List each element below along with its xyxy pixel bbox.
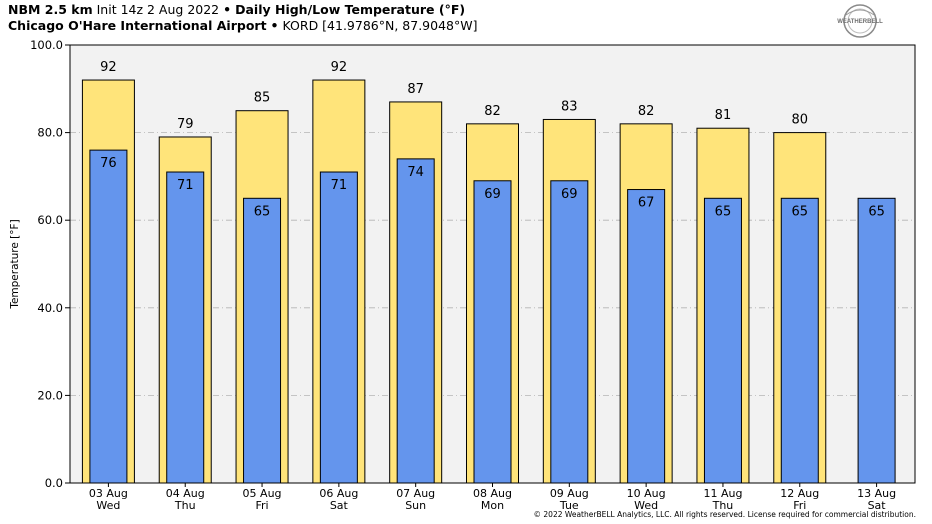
x-tick-date: 09 Aug bbox=[550, 487, 589, 500]
init-time: Init 14z 2 Aug 2022 bbox=[96, 2, 220, 17]
x-tick-date: 05 Aug bbox=[243, 487, 282, 500]
low-temp-label: 71 bbox=[331, 178, 348, 193]
low-temp-bar bbox=[550, 180, 589, 484]
x-tick-date: 07 Aug bbox=[396, 487, 435, 500]
x-tick-weekday: Sat bbox=[868, 499, 887, 512]
x-tick-weekday: Wed bbox=[96, 499, 120, 512]
high-temp-label: 92 bbox=[331, 60, 348, 75]
low-temp-label: 71 bbox=[177, 178, 194, 193]
high-temp-label: 85 bbox=[254, 91, 271, 106]
high-temp-label: 80 bbox=[791, 113, 808, 128]
low-temp-bar bbox=[243, 197, 282, 484]
x-tick-date: 03 Aug bbox=[89, 487, 128, 500]
high-temp-label: 82 bbox=[484, 104, 501, 119]
x-tick-date: 12 Aug bbox=[780, 487, 819, 500]
x-tick-weekday: Fri bbox=[255, 499, 268, 512]
low-temp-label: 65 bbox=[868, 204, 885, 219]
x-tick-date: 10 Aug bbox=[627, 487, 666, 500]
low-temp-bar bbox=[780, 197, 819, 484]
x-tick-date: 06 Aug bbox=[319, 487, 358, 500]
high-temp-label: 81 bbox=[715, 108, 732, 123]
x-tick-date: 08 Aug bbox=[473, 487, 512, 500]
x-tick-date: 11 Aug bbox=[703, 487, 742, 500]
low-temp-label: 76 bbox=[100, 156, 117, 171]
header-line-2: Chicago O'Hare International Airport • K… bbox=[8, 18, 477, 34]
x-tick-weekday: Wed bbox=[634, 499, 658, 512]
low-temp-label: 65 bbox=[715, 204, 732, 219]
station-coordinates: KORD [41.9786°N, 87.9048°W] bbox=[282, 18, 478, 33]
low-temp-bar bbox=[166, 171, 205, 484]
x-tick-weekday: Fri bbox=[793, 499, 806, 512]
y-tick-label: 20.0 bbox=[37, 388, 63, 402]
header-separator-2: • bbox=[270, 18, 279, 33]
low-temp-bar bbox=[703, 197, 742, 484]
header-line-1: NBM 2.5 km Init 14z 2 Aug 2022 • Daily H… bbox=[8, 2, 477, 18]
product-title: Daily High/Low Temperature (°F) bbox=[235, 2, 466, 17]
x-tick-date: 13 Aug bbox=[857, 487, 896, 500]
copyright-notice: © 2022 WeatherBELL Analytics, LLC. All r… bbox=[533, 510, 916, 519]
high-temp-label: 87 bbox=[407, 82, 424, 97]
low-temp-label: 65 bbox=[791, 204, 808, 219]
chart-header: NBM 2.5 km Init 14z 2 Aug 2022 • Daily H… bbox=[8, 2, 477, 34]
x-tick-weekday: Sun bbox=[405, 499, 426, 512]
low-temp-bar bbox=[319, 171, 358, 484]
x-tick-weekday: Mon bbox=[481, 499, 504, 512]
low-temp-label: 74 bbox=[407, 165, 424, 180]
low-temp-label: 69 bbox=[484, 187, 501, 202]
y-tick-label: 60.0 bbox=[37, 213, 63, 227]
low-temp-bar bbox=[396, 158, 435, 484]
x-tick-weekday: Sat bbox=[330, 499, 349, 512]
high-temp-label: 82 bbox=[638, 104, 655, 119]
y-axis-label: Temperature [°F] bbox=[9, 219, 21, 309]
high-temp-label: 83 bbox=[561, 99, 578, 114]
high-temp-label: 79 bbox=[177, 117, 194, 132]
header-separator: • bbox=[223, 2, 232, 17]
weatherbell-logo-icon: WEATHERBELL bbox=[837, 4, 883, 38]
x-tick-date: 04 Aug bbox=[166, 487, 205, 500]
y-tick-label: 40.0 bbox=[37, 301, 63, 315]
x-tick-weekday: Thu bbox=[174, 499, 196, 512]
y-tick-label: 0.0 bbox=[45, 476, 63, 490]
x-tick-weekday: Tue bbox=[559, 499, 579, 512]
low-temp-bar bbox=[857, 197, 896, 484]
y-tick-label: 80.0 bbox=[37, 126, 63, 140]
station-name: Chicago O'Hare International Airport bbox=[8, 18, 267, 33]
low-temp-label: 67 bbox=[638, 196, 655, 211]
low-temp-label: 69 bbox=[561, 187, 578, 202]
logo-text: WEATHERBELL bbox=[837, 19, 883, 25]
low-temp-bar bbox=[89, 149, 128, 484]
y-tick-label: 100.0 bbox=[30, 38, 63, 52]
low-temp-bar bbox=[473, 180, 512, 484]
x-tick-weekday: Thu bbox=[712, 499, 734, 512]
high-temp-label: 92 bbox=[100, 60, 117, 75]
low-temp-label: 65 bbox=[254, 204, 271, 219]
low-temp-bar bbox=[627, 189, 666, 484]
model-name: NBM 2.5 km bbox=[8, 2, 93, 17]
plot-frame bbox=[69, 44, 916, 484]
